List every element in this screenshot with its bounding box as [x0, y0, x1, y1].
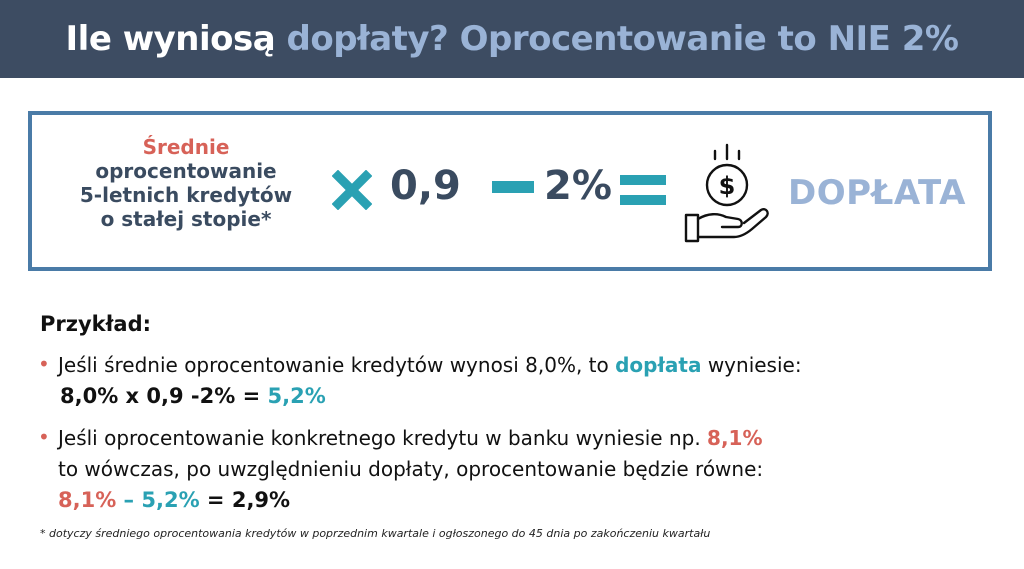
b2-highlight: 8,1%	[707, 426, 763, 450]
bullet-dot: •	[38, 352, 50, 376]
formula-box: Średnie oprocentowanie 5-letnich kredytó…	[28, 111, 992, 271]
b2-calc-result: = 2,9%	[199, 488, 291, 512]
money-hand-icon: $	[684, 143, 769, 243]
times-icon	[332, 170, 372, 210]
b1-calc: 8,0% x 0,9 -2% =	[60, 384, 268, 408]
avg-line2: oprocentowanie	[95, 159, 277, 183]
example-bullet-2-line2: to wówczas, po uwzględnieniu dopłaty, op…	[58, 457, 764, 481]
equals-icon	[620, 173, 666, 207]
avg-line4: o stałej stopie*	[100, 207, 272, 231]
b2-calc-op: –	[116, 488, 142, 512]
b1-highlight: dopłata	[615, 353, 702, 377]
avg-line1: Średnie	[142, 135, 230, 159]
b1-result: 5,2%	[267, 384, 326, 408]
svg-text:$: $	[719, 172, 736, 200]
b2-calc-a: 8,1%	[58, 488, 117, 512]
b1-text-end: wyniesie:	[701, 353, 802, 377]
example-title: Przykład:	[40, 312, 152, 336]
title-part1: Ile wyniosą	[65, 19, 276, 59]
b2-calc-b: 5,2%	[141, 488, 200, 512]
minus-icon	[492, 181, 534, 193]
bullet-dot: •	[38, 425, 50, 449]
multiplier-value: 0,9	[390, 163, 461, 209]
average-rate-label: Średnie oprocentowanie 5-letnich kredytó…	[52, 135, 320, 231]
title-part2: dopłaty? Oprocentowanie to NIE 2%	[286, 19, 959, 59]
page-title: Ile wyniosą dopłaty? Oprocentowanie to N…	[0, 17, 1024, 61]
avg-line3: 5-letnich kredytów	[79, 183, 293, 207]
example-bullet-1-calc: 8,0% x 0,9 -2% = 5,2%	[60, 383, 326, 410]
example-bullet-2-calc: 8,1% – 5,2% = 2,9%	[58, 487, 290, 514]
footnote: * dotyczy średniego oprocentowania kredy…	[40, 527, 711, 540]
b2-text: Jeśli oprocentowanie konkretnego kredytu…	[58, 426, 708, 450]
header-bar: Ile wyniosą dopłaty? Oprocentowanie to N…	[0, 0, 1024, 78]
b1-text: Jeśli średnie oprocentowanie kredytów wy…	[58, 353, 616, 377]
result-label: DOPŁATA	[788, 173, 966, 213]
example-bullet-2: Jeśli oprocentowanie konkretnego kredytu…	[58, 425, 763, 452]
subtract-value: 2%	[544, 163, 612, 209]
example-bullet-1: Jeśli średnie oprocentowanie kredytów wy…	[58, 352, 802, 379]
